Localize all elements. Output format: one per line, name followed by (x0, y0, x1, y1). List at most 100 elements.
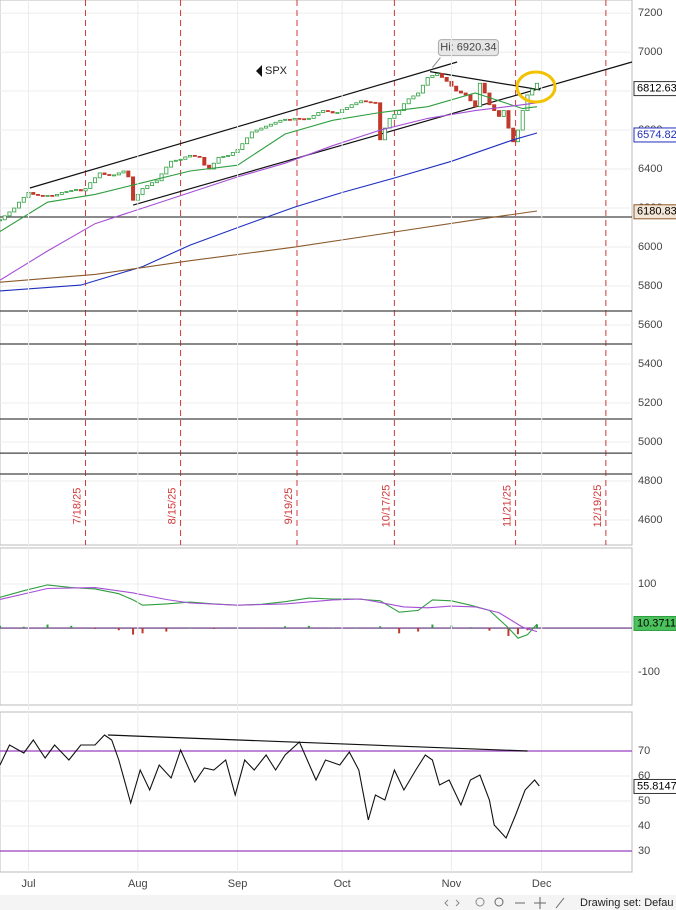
y-tick-label: 4600 (638, 514, 662, 526)
candle (216, 156, 221, 164)
candle (121, 170, 126, 174)
candle (2, 215, 7, 221)
candle (397, 110, 402, 115)
event-label: 9/19/25 (283, 488, 295, 525)
candle (74, 189, 79, 191)
high-label: Hi: 6920.34 (440, 42, 496, 54)
candle (306, 117, 311, 120)
trend-line (29, 61, 458, 189)
histogram-bar (488, 628, 491, 631)
last-value-box (633, 615, 676, 631)
candle (425, 77, 430, 86)
candle (411, 95, 416, 100)
candle (197, 155, 202, 158)
series-line (0, 102, 538, 281)
histogram-bar (431, 624, 434, 629)
x-tick-label: Jul (21, 878, 35, 890)
y-tick-label: -100 (638, 666, 660, 678)
candle (378, 102, 383, 141)
scroll-buttons[interactable] (444, 899, 460, 907)
candle (50, 194, 55, 197)
y-tick-label: 50 (638, 795, 650, 807)
histogram-bar (46, 624, 49, 629)
trend-line (429, 71, 541, 91)
candle (534, 82, 539, 90)
candle (520, 110, 525, 131)
y-tick-label: 7200 (638, 7, 662, 19)
candle (69, 190, 74, 192)
candle (0, 219, 3, 222)
y-tick-label: 4800 (638, 475, 662, 487)
candle (230, 152, 235, 156)
candle (292, 117, 297, 121)
price-panel (0, 0, 633, 546)
candle (12, 207, 17, 213)
candle (406, 98, 411, 105)
candle (530, 88, 535, 96)
candle (249, 131, 254, 139)
candle (36, 194, 41, 196)
rsi-panel (0, 711, 633, 873)
candle (373, 101, 378, 104)
candle (283, 118, 288, 121)
trend-line (107, 734, 528, 752)
series-line (0, 92, 538, 232)
last-value-label: 6180.83 (637, 206, 676, 218)
candle (64, 191, 69, 193)
candle (435, 73, 440, 76)
zoom-in[interactable] (494, 897, 504, 907)
candle (392, 114, 397, 119)
trend-line (132, 61, 633, 206)
candle (240, 143, 245, 150)
y-tick-label: 30 (638, 845, 650, 857)
last-value-box (633, 778, 676, 794)
candle (468, 94, 473, 102)
candle (169, 160, 174, 168)
y-tick-label: 5000 (638, 436, 662, 448)
histogram-bar (0, 625, 1, 629)
candle (444, 77, 449, 82)
last-value-label: 6812.63 (637, 83, 676, 95)
toolbar (0, 895, 676, 910)
candle (154, 180, 159, 184)
histogram-bar (132, 628, 135, 635)
histogram-bar (469, 627, 472, 629)
candle (7, 211, 12, 217)
candle (439, 73, 444, 78)
candle (463, 92, 468, 96)
histogram-bar (516, 628, 519, 635)
series-line (0, 587, 538, 633)
candle (173, 159, 178, 162)
candle (363, 100, 368, 103)
zoom-out[interactable] (475, 897, 485, 907)
candle (31, 192, 36, 195)
y-tick-label: 6400 (638, 163, 662, 175)
candle (192, 155, 197, 157)
histogram-bar (417, 628, 420, 632)
candle (330, 111, 335, 114)
candle (188, 155, 193, 158)
symbol-marker (256, 65, 262, 77)
y-tick-label: 5200 (638, 397, 662, 409)
candle (316, 112, 321, 116)
candle (55, 194, 60, 197)
candle (506, 110, 511, 129)
highlight-circle (515, 70, 557, 104)
event-label: 11/21/25 (501, 485, 513, 527)
candle (525, 94, 530, 111)
drawing-set[interactable]: Drawing set: Defau (580, 897, 674, 909)
candle (245, 137, 250, 145)
candle (278, 119, 283, 123)
histogram-bar (260, 628, 263, 629)
last-value-box (633, 204, 676, 220)
candle (401, 103, 406, 111)
histogram-bar (117, 628, 120, 631)
candle (126, 170, 131, 178)
last-value-label: 10.3711 (637, 617, 676, 629)
candle (458, 90, 463, 94)
candle (150, 182, 155, 187)
candle (93, 177, 98, 184)
tool-icons[interactable] (515, 897, 565, 909)
y-tick-label: 70 (638, 745, 650, 757)
